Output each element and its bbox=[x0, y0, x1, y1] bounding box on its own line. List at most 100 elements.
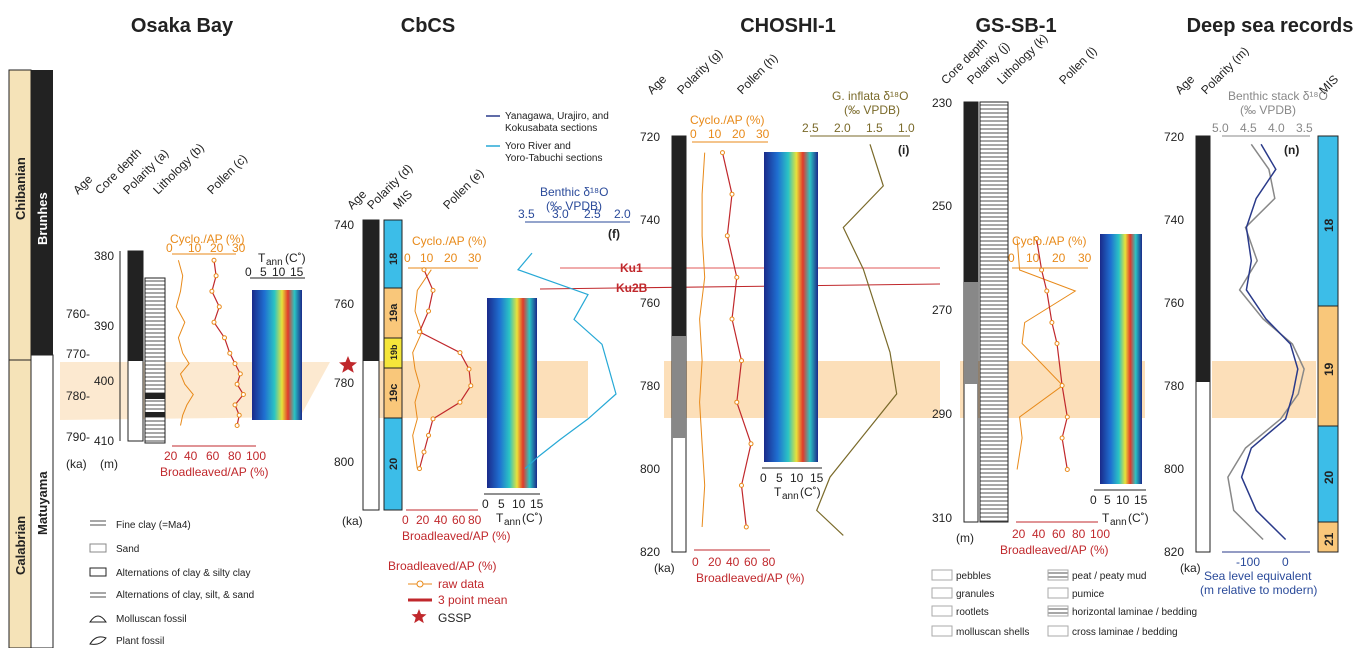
cbcs-mis-label: 19c bbox=[388, 384, 400, 402]
osaka-cyclo-tick: 0 bbox=[166, 241, 173, 255]
choshi-h-polarity: Polarity (g) bbox=[674, 46, 725, 97]
data-point bbox=[1039, 267, 1045, 273]
deep-h-age: Age bbox=[1172, 72, 1197, 97]
choshi-tann-tick: 0 bbox=[760, 471, 767, 485]
cbcs-age-tick: 780 bbox=[334, 376, 354, 390]
cbcs-broad-tick: 80 bbox=[468, 513, 482, 527]
cbcs-broad-tick: 60 bbox=[452, 513, 466, 527]
ku1-label: Ku1 bbox=[620, 261, 643, 275]
stage-chibanian: Chibanian bbox=[13, 157, 28, 220]
data-point bbox=[1044, 288, 1050, 294]
osaka-depth-tick: 380 bbox=[94, 249, 114, 263]
choshi-ginf-tick: 2.5 bbox=[802, 121, 819, 135]
cbcs-panel: Age Polarity (d) MIS Pollen (e) 18 19a 1… bbox=[334, 111, 631, 625]
data-point bbox=[426, 308, 431, 314]
data-point bbox=[209, 288, 215, 294]
cbcs-tann-tick: 10 bbox=[512, 497, 526, 511]
legend-item: Alternations of clay, silt, & sand bbox=[116, 590, 254, 601]
deep-stack-label: Benthic stack δ¹⁸O bbox=[1228, 89, 1328, 103]
data-point bbox=[421, 267, 427, 273]
gssb-depth-tick: 250 bbox=[932, 199, 952, 213]
cbcs-mis-label: 19b bbox=[389, 344, 399, 360]
choshi-age-unit: (ka) bbox=[654, 561, 675, 575]
legend-clay-silt-sand-swatch bbox=[90, 590, 106, 598]
deep-interval-band bbox=[1212, 361, 1316, 418]
title-osaka: Osaka Bay bbox=[131, 15, 234, 37]
osaka-h-pollen: Pollen (c) bbox=[204, 151, 250, 197]
choshi-panel: Ku1 Ku2B Age Polarity (g) Pollen (h) 720… bbox=[539, 46, 941, 585]
gssp-star-icon bbox=[339, 356, 357, 373]
gssb-legend: pebbles granules rootlets molluscan shel… bbox=[931, 569, 1197, 638]
osaka-tann-label: T bbox=[258, 251, 266, 265]
legend-item: pebbles bbox=[956, 571, 991, 582]
deep-stack-tick: 4.5 bbox=[1240, 121, 1257, 135]
data-point bbox=[213, 273, 219, 279]
data-point bbox=[734, 274, 740, 280]
data-point bbox=[720, 150, 725, 156]
cbcs-cyclo-tick: 10 bbox=[420, 251, 434, 265]
legend-clay-silty-swatch bbox=[89, 567, 107, 577]
gssb-cyclo-tick: 20 bbox=[1052, 251, 1066, 265]
osaka-tann-tick: 15 bbox=[290, 265, 304, 279]
gssb-lithology-col bbox=[979, 101, 1009, 523]
cbcs-mis-20 bbox=[383, 417, 403, 511]
pollen-legend-raw-marker bbox=[416, 580, 424, 588]
choshi-tann-tick: 10 bbox=[790, 471, 804, 485]
cbcs-legend-text: Yanagawa, Urajiro, and bbox=[505, 111, 609, 122]
deep-stack-tick: 5.0 bbox=[1212, 121, 1229, 135]
gssb-depth-tick: 270 bbox=[932, 303, 952, 317]
choshi-tann-label: T bbox=[774, 485, 782, 499]
data-point bbox=[1064, 467, 1070, 472]
legend-item: pumice bbox=[1072, 589, 1105, 600]
title-gssb: GS-SB-1 bbox=[975, 15, 1056, 37]
osaka-lithology-bed bbox=[145, 393, 165, 399]
gssb-polarity-normal bbox=[964, 102, 978, 282]
data-point bbox=[227, 350, 233, 356]
cbcs-cyclo-tick: 30 bbox=[468, 251, 482, 265]
cbcs-mis-label: 18 bbox=[388, 253, 400, 265]
cbcs-benthic-unit: (‰ VPDB) bbox=[546, 199, 602, 213]
mollusc-icon bbox=[89, 615, 107, 623]
osaka-tann-sub: ann bbox=[266, 257, 283, 268]
osaka-tann-tick: 10 bbox=[272, 265, 286, 279]
deep-age-tick: 740 bbox=[1164, 213, 1184, 227]
osaka-tann-tick: 0 bbox=[245, 265, 252, 279]
legend-item: rootlets bbox=[956, 607, 989, 618]
osaka-panel: Age Core depth Polarity (a) Lithology (b… bbox=[60, 141, 330, 647]
cbcs-tann-unit: (C˚) bbox=[522, 511, 543, 525]
cbcs-tann-label: T bbox=[496, 511, 504, 525]
choshi-age-tick: 800 bbox=[640, 462, 660, 476]
series-line-benthic-stack-18o bbox=[1227, 143, 1305, 541]
gssb-broad-tick: 80 bbox=[1072, 527, 1086, 541]
gssb-depth-tick: 290 bbox=[932, 407, 952, 421]
legend-item: peat / peaty mud bbox=[1072, 571, 1147, 582]
title-deep: Deep sea records bbox=[1187, 15, 1354, 37]
series-line-broadleaved-ap bbox=[418, 269, 472, 469]
data-point bbox=[234, 381, 240, 387]
deep-stack-unit: (‰ VPDB) bbox=[1240, 103, 1296, 117]
legend-item: Sand bbox=[116, 544, 139, 555]
data-point bbox=[232, 361, 238, 367]
data-point bbox=[1034, 236, 1039, 241]
legend-granules-swatch bbox=[931, 587, 953, 599]
osaka-polarity-normal bbox=[128, 251, 143, 361]
deep-mis-label: 20 bbox=[1322, 470, 1336, 484]
choshi-ginf-tick: 2.0 bbox=[834, 121, 851, 135]
cbcs-cyclo-tick: 20 bbox=[444, 251, 458, 265]
chron-brunhes: Brunhes bbox=[35, 192, 50, 245]
gssb-panel: Core depth Polarity (j) Lithology (k) Po… bbox=[931, 31, 1197, 638]
data-point bbox=[466, 366, 472, 372]
data-point bbox=[739, 358, 744, 364]
cbcs-tann-tick: 5 bbox=[498, 497, 505, 511]
deep-sl-label: Sea level equivalent bbox=[1204, 569, 1312, 583]
legend-peat-swatch bbox=[1047, 569, 1069, 581]
gssb-tann-label: T bbox=[1102, 511, 1110, 525]
data-point bbox=[1059, 435, 1065, 441]
gssb-tann-tick: 0 bbox=[1090, 493, 1097, 507]
cbcs-age-tick: 760 bbox=[334, 297, 354, 311]
gssb-broad-tick: 60 bbox=[1052, 527, 1066, 541]
cbcs-h-pollen: Pollen (e) bbox=[440, 166, 486, 212]
cbcs-broad-tick: 0 bbox=[402, 513, 409, 527]
gssb-cyclo-tick: 30 bbox=[1078, 251, 1092, 265]
